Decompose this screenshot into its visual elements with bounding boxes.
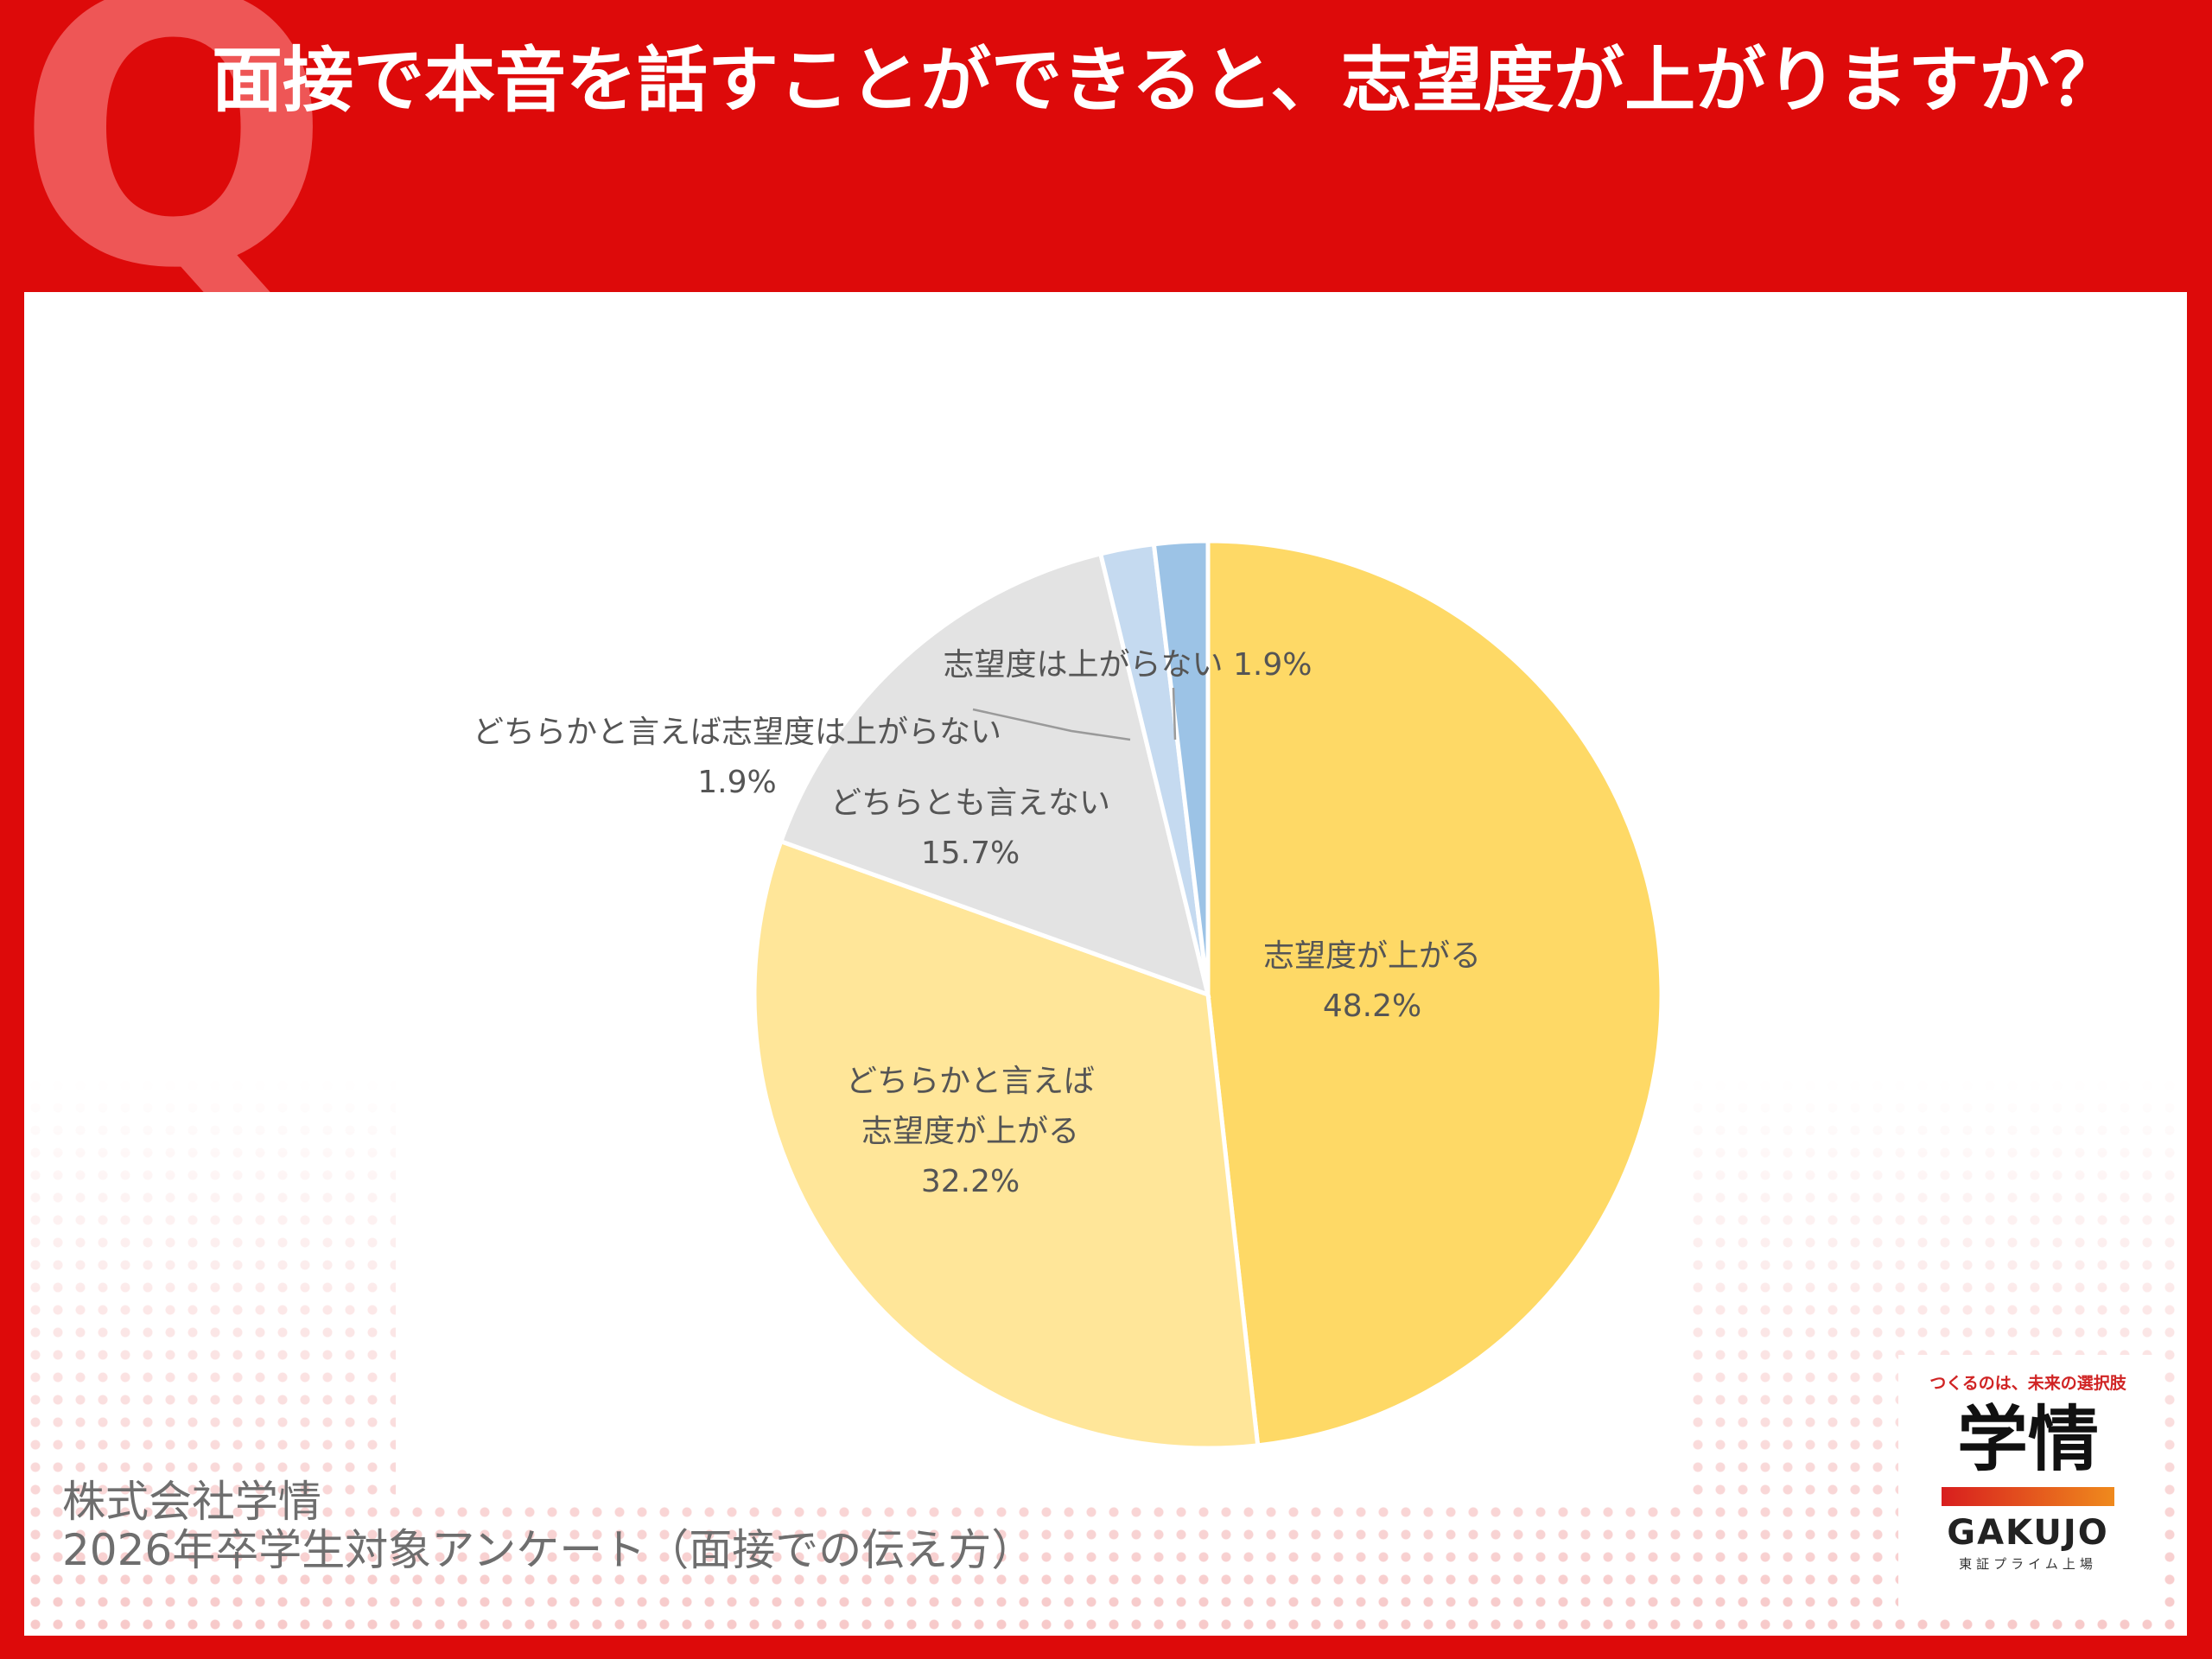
pie-slice-3 (778, 550, 1211, 998)
logo-tagline: つくるのは、未来の選択肢 (1929, 1374, 2126, 1393)
gakujo-logo: つくるのは、未来の選択肢 学情 GAKUJO 東証プライム上場 (1898, 1355, 2158, 1614)
slice-value-label-1: 48.2% (1323, 988, 1421, 1024)
pie-chart-area: 志望度が上がる 48.2% どちらかと言えば 志望度が上がる 32.2% どちらとも言えな… (396, 342, 1683, 1500)
slice-category-label-3: どちらとも言えない (830, 785, 1110, 821)
q-mark: Q (16, 0, 332, 350)
slice-category-label-1: 志望度が上がる (1263, 938, 1481, 974)
slice-value-label-2: 32.2% (921, 1164, 1020, 1199)
question-title: 面接で本音を話すことができると、志望度が上がりますか？ (212, 40, 2121, 122)
pie-slice-1 (1205, 538, 1664, 1448)
logo-name: GAKUJO (1947, 1513, 2109, 1553)
slice-category-label-4: どちらかと言えば志望度は上がらない (473, 715, 1001, 750)
leader-line-4 (972, 708, 1131, 741)
slice-category-label-2: 志望度が上がる (861, 1114, 1079, 1149)
chart-panel: 志望度が上がる 48.2% どちらかと言えば 志望度が上がる 32.2% どちらとも言えな… (24, 292, 2187, 1636)
slice-category-label-5: 志望度は上がらない 1.9% (944, 647, 1313, 683)
pie-slice-2 (752, 838, 1261, 1451)
logo-gradient-bar (1942, 1487, 2114, 1506)
logo-listing: 東証プライム上場 (1959, 1556, 2097, 1572)
pie-slice-5 (1151, 538, 1211, 995)
slice-value-label-3: 15.7% (921, 836, 1020, 871)
slice-category-label-2: どちらかと言えば (846, 1064, 1095, 1099)
leader-line-5 (1172, 687, 1177, 741)
pie-chart: 志望度が上がる48.2%どちらかと言えば志望度が上がる32.2%どちらとも言えな… (473, 538, 1664, 1451)
logo-kanji: 学情 (1956, 1399, 2099, 1481)
source-survey: 2026年卒学生対象アンケート（面接での伝え方） (62, 1525, 1035, 1575)
slice-value-label-4: 1.9% (697, 765, 776, 800)
source-company: 株式会社学情 (62, 1477, 321, 1527)
